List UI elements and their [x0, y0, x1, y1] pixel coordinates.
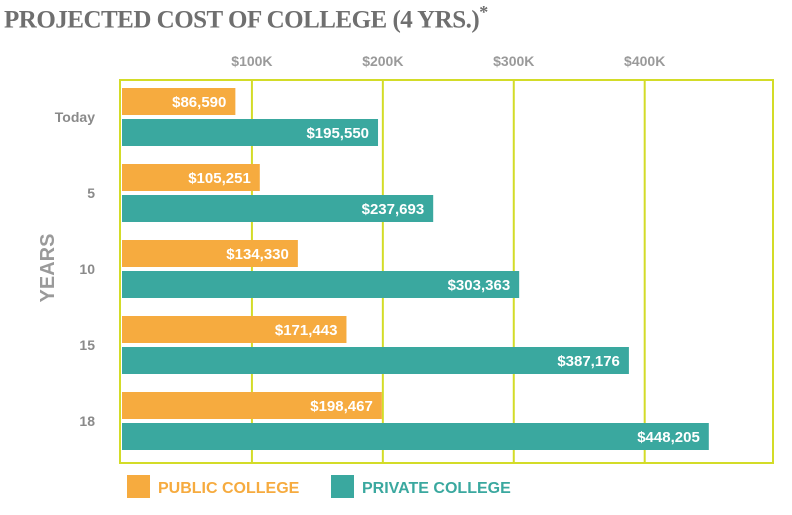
chart-title: PROJECTED COST OF COLLEGE (4 YRS.)*	[4, 2, 488, 34]
category-label: 5	[87, 185, 95, 201]
category-label: 15	[79, 337, 95, 353]
data-label: $198,467	[310, 398, 373, 415]
data-label: $105,251	[188, 170, 251, 187]
bar-public	[122, 316, 347, 343]
data-label: $171,443	[275, 322, 338, 339]
x-tick-label: $200K	[362, 53, 403, 69]
data-label: $387,176	[557, 353, 620, 370]
legend-label: PRIVATE COLLEGE	[362, 480, 511, 497]
bar-public	[122, 392, 382, 419]
bar-private	[122, 271, 520, 298]
bar-private	[122, 119, 379, 146]
data-label: $195,550	[306, 125, 369, 142]
title-text: PROJECTED COST OF COLLEGE (4 YRS.)	[4, 6, 480, 34]
plot-frame	[119, 79, 774, 464]
category-label: 10	[79, 261, 95, 277]
category-label: Today	[55, 109, 95, 125]
data-label: $134,330	[226, 246, 289, 263]
x-tick-label: $100K	[231, 53, 272, 69]
y-axis-label: YEARS	[37, 234, 59, 303]
bar-public	[122, 240, 298, 267]
bar-private	[122, 423, 709, 450]
data-label: $303,363	[448, 277, 511, 294]
title-asterisk: *	[479, 2, 488, 22]
x-tick-label: $400K	[624, 53, 665, 69]
legend-swatch-1	[331, 475, 354, 498]
bar-private	[122, 195, 434, 222]
category-label: 18	[79, 413, 95, 429]
legend-label: PUBLIC COLLEGE	[158, 480, 300, 497]
data-label: $237,693	[362, 201, 425, 218]
bar-public	[122, 88, 236, 115]
bar-public	[122, 164, 260, 191]
x-tick-label: $300K	[493, 53, 534, 69]
data-label: $448,205	[637, 429, 700, 446]
data-label: $86,590	[172, 94, 226, 111]
bar-private	[122, 347, 629, 374]
legend-swatch-0	[127, 475, 150, 498]
